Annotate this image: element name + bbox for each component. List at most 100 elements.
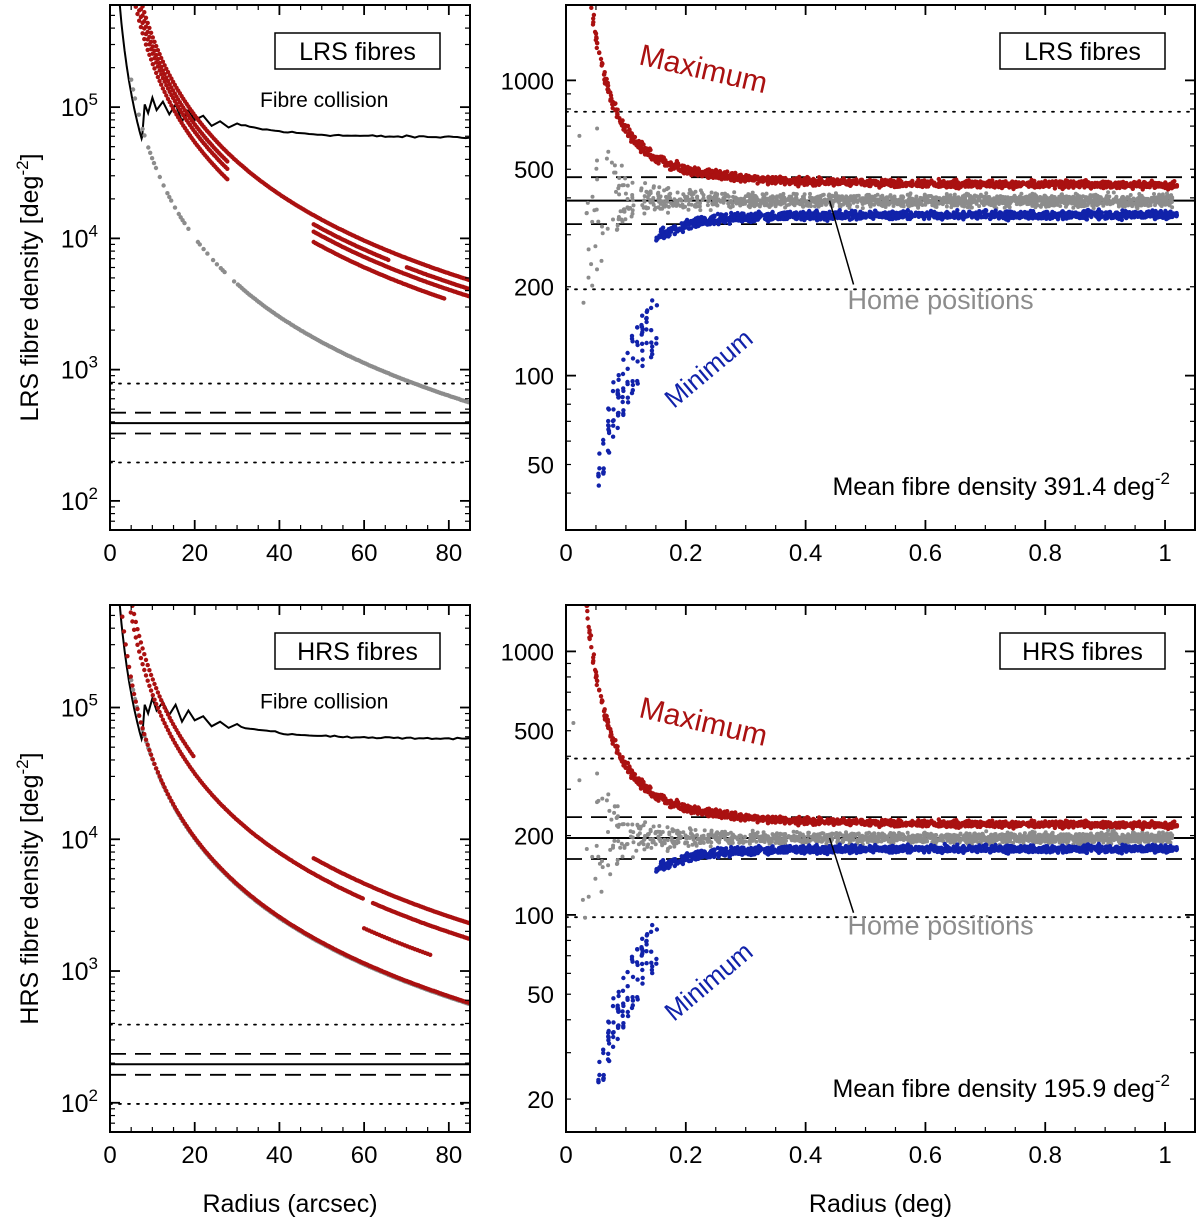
- data-point: [825, 177, 830, 182]
- data-point: [1081, 194, 1085, 199]
- data-point: [722, 198, 727, 203]
- data-point: [167, 99, 172, 105]
- data-point: [750, 190, 755, 195]
- data-point: [630, 356, 636, 361]
- data-point: [672, 197, 677, 202]
- data-point: [614, 114, 619, 120]
- data-point: [805, 177, 810, 183]
- data-point: [1023, 182, 1029, 187]
- data-point: [629, 214, 634, 219]
- data-point: [1159, 204, 1164, 208]
- data-point: [649, 348, 655, 353]
- data-point: [765, 196, 770, 201]
- data-point: [610, 388, 616, 394]
- data-point: [589, 262, 594, 267]
- data-point: [815, 199, 820, 203]
- series-maximum: [589, 5, 1180, 192]
- data-point: [918, 195, 923, 200]
- data-point: [644, 327, 649, 332]
- data-point: [729, 210, 734, 216]
- data-point: [856, 193, 861, 198]
- data-point: [969, 184, 974, 189]
- data-point: [715, 203, 720, 208]
- data-point: [798, 202, 803, 207]
- data-point: [671, 203, 675, 208]
- data-point: [727, 221, 732, 226]
- data-point: [225, 166, 230, 171]
- data-point: [854, 181, 859, 186]
- data-point: [225, 159, 230, 164]
- data-point: [1104, 194, 1109, 198]
- data-point: [767, 205, 772, 209]
- data-point: [782, 198, 787, 203]
- data-point: [865, 198, 870, 203]
- data-point: [1003, 195, 1008, 200]
- data-point: [599, 258, 604, 263]
- data-point: [954, 197, 959, 202]
- data-point: [677, 197, 682, 202]
- data-point: [923, 202, 928, 207]
- data-point: [879, 194, 884, 199]
- data-point: [147, 42, 152, 47]
- data-point: [724, 172, 729, 178]
- series-home-positions: [129, 77, 470, 405]
- x-tick-label: 0: [103, 540, 116, 567]
- data-point: [770, 194, 775, 199]
- data-point: [840, 195, 845, 200]
- data-point: [1083, 197, 1088, 202]
- data-point: [201, 246, 206, 252]
- series-minimum: [596, 207, 1180, 488]
- data-point: [687, 187, 692, 192]
- data-point: [690, 196, 695, 201]
- data-point: [684, 217, 690, 223]
- data-point: [1128, 182, 1133, 187]
- data-point: [1059, 184, 1065, 190]
- data-point: [644, 340, 649, 346]
- data-point: [851, 180, 856, 185]
- data-point: [662, 200, 667, 205]
- data-point: [595, 158, 599, 163]
- data-point: [715, 192, 720, 197]
- data-point: [940, 199, 945, 204]
- data-point: [619, 163, 624, 168]
- data-point: [907, 180, 913, 185]
- data-point: [898, 182, 904, 187]
- data-point: [727, 200, 732, 205]
- data-point: [623, 176, 628, 181]
- data-point: [157, 174, 162, 180]
- data-point: [732, 190, 737, 195]
- data-point: [1058, 204, 1063, 208]
- data-point: [161, 183, 166, 188]
- data-point: [1169, 184, 1174, 189]
- data-point: [598, 56, 604, 62]
- data-point: [892, 194, 897, 199]
- data-point: [639, 188, 644, 193]
- data-point: [695, 195, 699, 200]
- data-point: [590, 194, 595, 199]
- data-point: [658, 200, 663, 205]
- data-point: [1157, 194, 1162, 199]
- data-point: [666, 186, 671, 190]
- data-point: [590, 219, 595, 224]
- data-point: [157, 78, 162, 84]
- data-point: [1018, 184, 1023, 189]
- data-point: [606, 427, 611, 432]
- data-point: [165, 191, 170, 196]
- data-point: [644, 146, 649, 151]
- data-point: [951, 199, 956, 204]
- data-point: [887, 194, 892, 199]
- data-point: [645, 308, 650, 313]
- data-point: [621, 386, 626, 391]
- data-point: [947, 196, 952, 201]
- data-point: [888, 177, 893, 182]
- data-point: [708, 208, 713, 213]
- data-point: [585, 200, 590, 205]
- data-point: [657, 185, 662, 190]
- data-point: [727, 204, 732, 209]
- data-point: [614, 107, 619, 112]
- data-point: [142, 26, 147, 31]
- data-point: [1174, 183, 1180, 188]
- data-point: [774, 179, 779, 184]
- data-point: [1047, 204, 1051, 209]
- data-point: [1023, 200, 1028, 205]
